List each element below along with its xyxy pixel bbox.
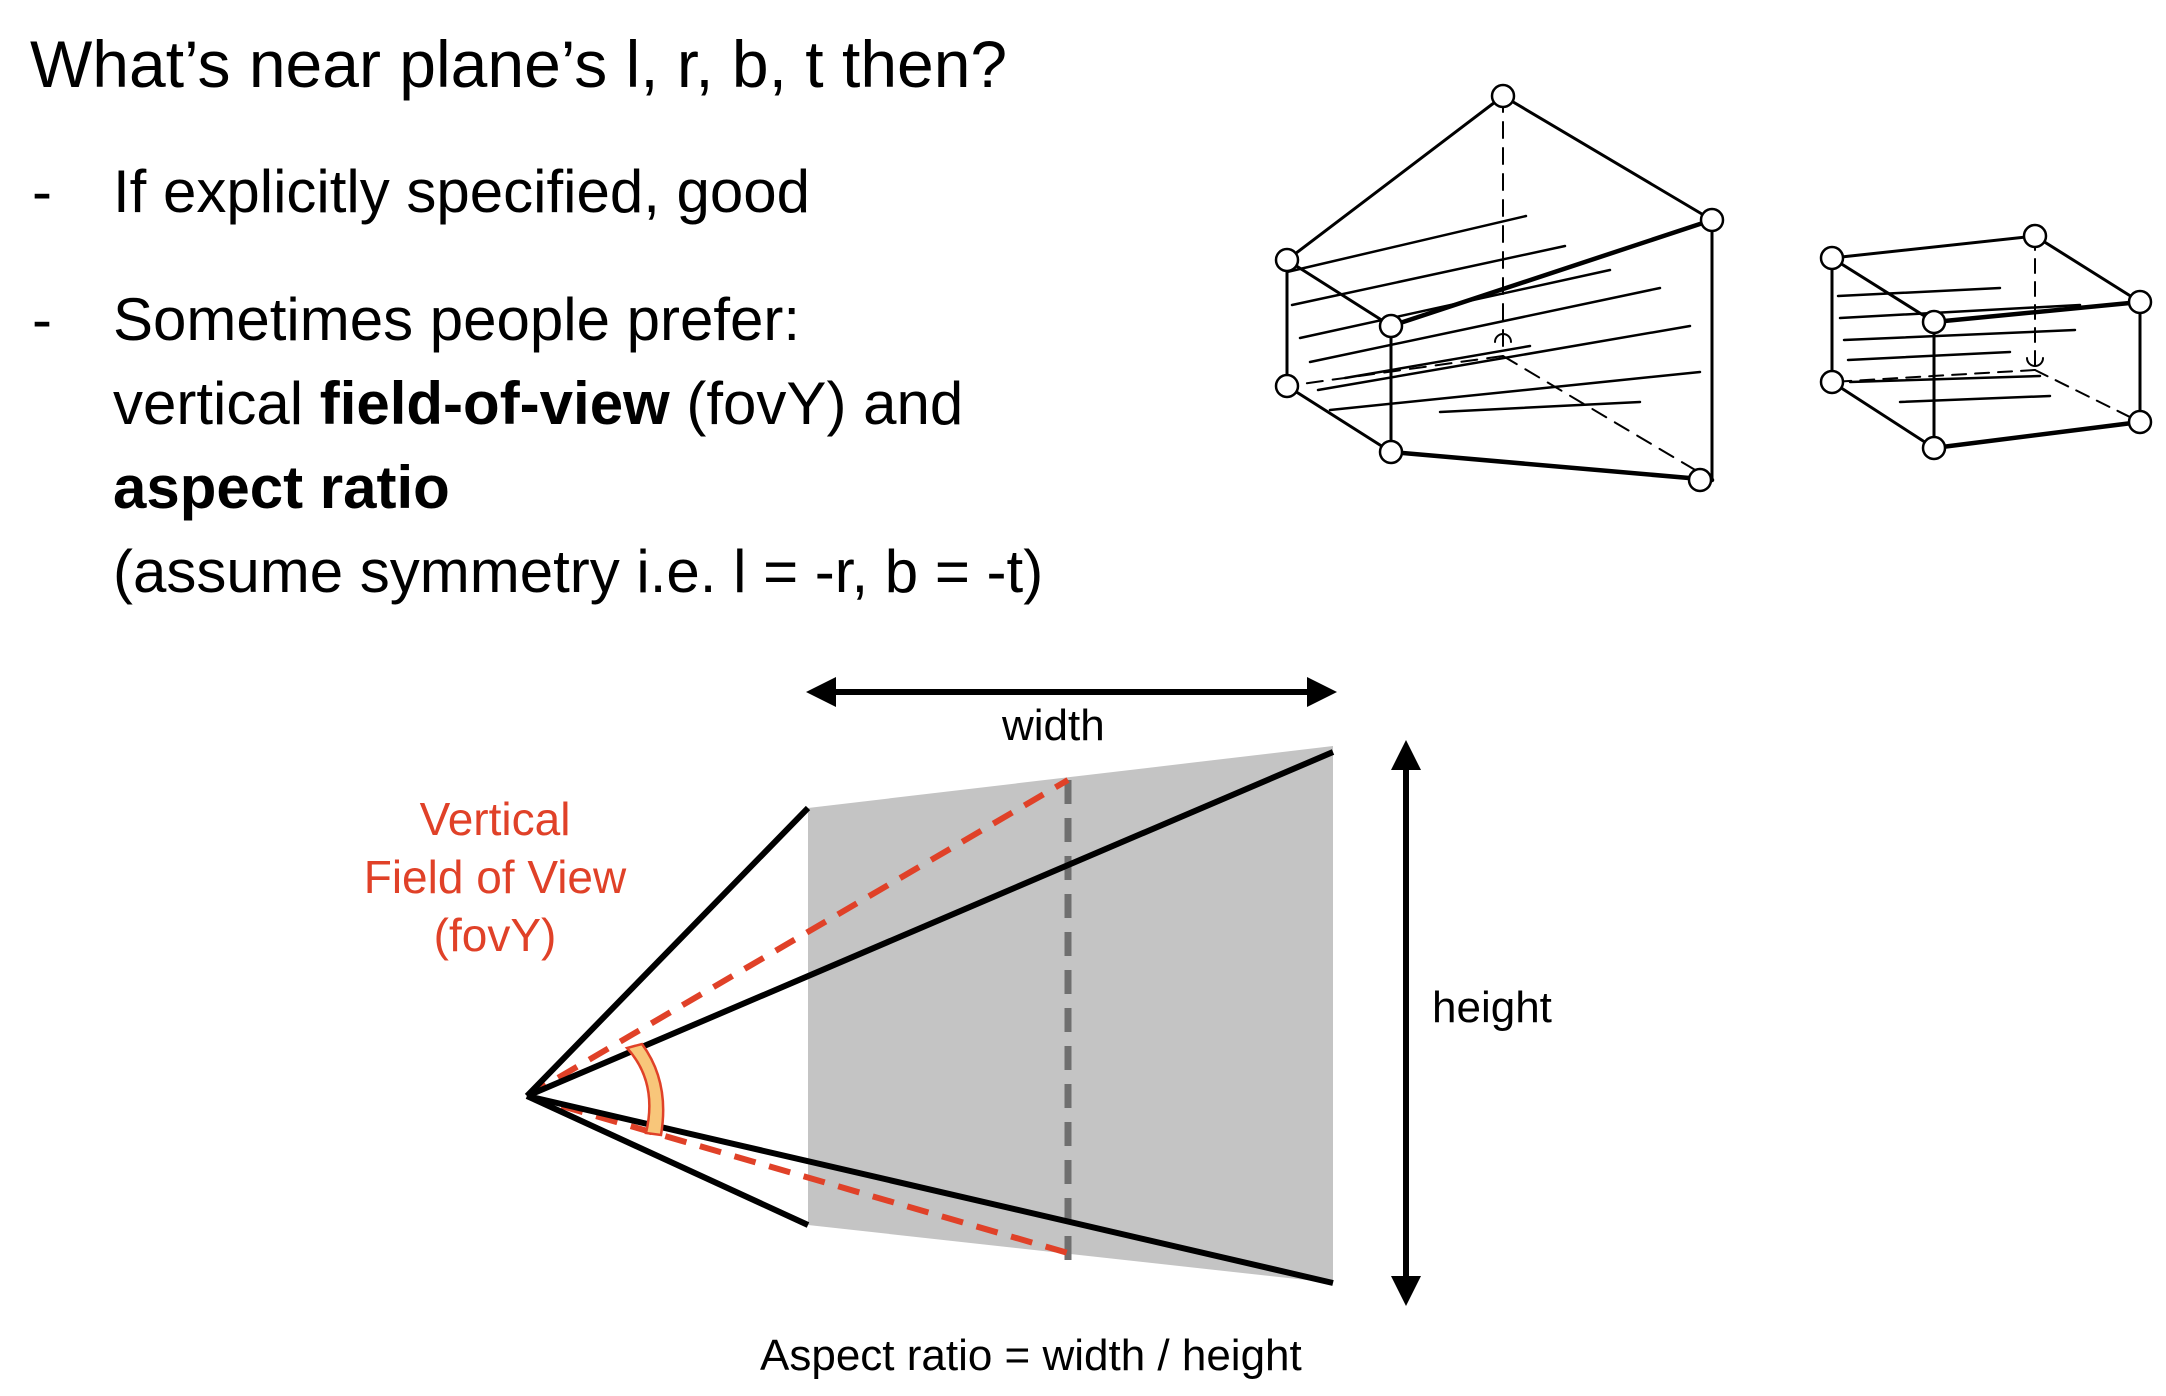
height-label: height — [1432, 983, 1552, 1032]
bullet-1-text: If explicitly specified, good — [113, 158, 811, 225]
width-label: width — [1002, 701, 1105, 750]
slide-title: What’s near plane’s l, r, b, t then? — [30, 27, 1008, 101]
fov-frustum-diagram — [524, 677, 1421, 1306]
fov-upper-ray — [525, 777, 1070, 1099]
frustum-edge-lower-left — [525, 1093, 810, 1228]
bullet-2-line-4: (assume symmetry i.e. l = -r, b = -t) — [113, 538, 1044, 605]
frustum-edge-upper-right — [525, 749, 1335, 1099]
aspect-ratio-caption: Aspect ratio = width / height — [760, 1331, 1302, 1380]
fov-lower-ray — [526, 1093, 1069, 1256]
bullet-2-line-2-post: (fovY) and — [669, 370, 964, 437]
bullet-2-line-2: vertical field-of-view (fovY) and — [113, 362, 963, 446]
frustum-edge-upper-left — [524, 805, 811, 1099]
fov-label-line-1: Vertical — [419, 793, 571, 845]
fov-label-line-3: (fovY) — [433, 909, 557, 961]
fov-label: Vertical Field of View (fovY) — [300, 790, 690, 964]
bullet-marker-1: - — [32, 158, 52, 225]
perspective-frustum-illustration — [1274, 83, 1725, 493]
fov-label-line-2: Field of View — [363, 851, 627, 903]
bullet-marker-2: - — [32, 286, 52, 353]
fov-angle-arc — [624, 1042, 665, 1137]
bullet-2-line-1: Sometimes people prefer: — [113, 286, 801, 353]
orthographic-box-illustration — [1819, 223, 2153, 461]
aspect-ratio-term: aspect ratio — [113, 454, 450, 521]
bullet-2-line-3: aspect ratio — [113, 446, 450, 530]
bullet-2-line-2-pre: vertical — [113, 370, 320, 437]
field-of-view-term: field-of-view — [319, 370, 670, 437]
